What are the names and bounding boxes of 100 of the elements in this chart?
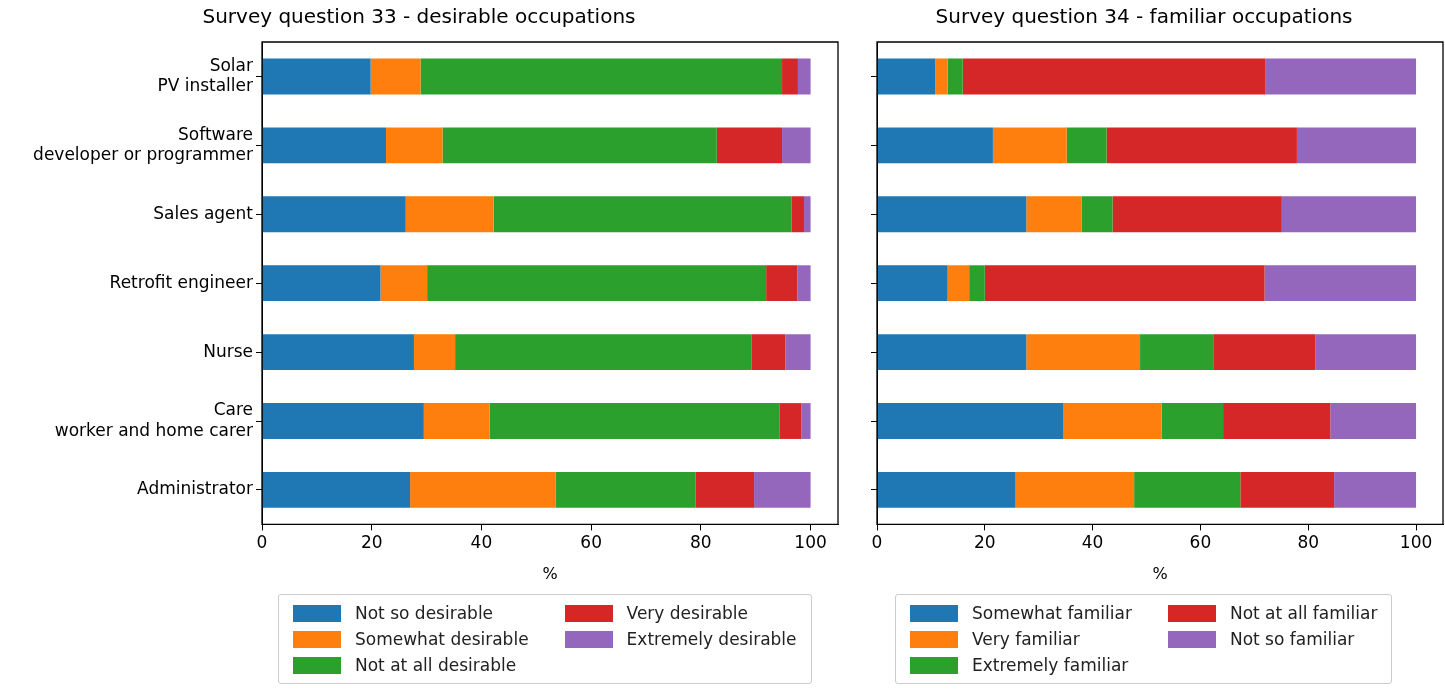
legend-label: Somewhat familiar	[972, 603, 1132, 623]
bar	[405, 196, 494, 233]
legend-label: Somewhat desirable	[355, 629, 529, 649]
bar	[984, 265, 1265, 302]
bar	[427, 265, 767, 302]
bar	[262, 472, 411, 508]
bar	[413, 334, 456, 371]
y-tick-label: Sales agent	[153, 202, 254, 223]
y-tick-label: Software developer or programmer	[33, 123, 254, 164]
bar	[1026, 196, 1082, 233]
y-tick-label: Administrator	[137, 478, 254, 499]
bar	[1265, 58, 1417, 95]
bar	[1240, 472, 1335, 508]
bar	[262, 196, 406, 233]
bar	[1026, 334, 1141, 371]
bar	[423, 403, 490, 439]
bar	[716, 127, 783, 164]
x-tick-label: 20	[973, 532, 996, 553]
bar	[262, 265, 381, 302]
bar	[420, 58, 783, 95]
y-tick-label: Nurse	[203, 340, 253, 361]
x-tick-label: 0	[871, 532, 883, 553]
x-tick-label: 60	[1189, 532, 1212, 553]
x-tick-label: 0	[256, 532, 268, 553]
bar	[262, 403, 424, 439]
bar	[785, 334, 811, 371]
bar	[1330, 403, 1417, 439]
bar	[797, 265, 811, 302]
bar	[877, 472, 1016, 508]
bar	[1106, 127, 1297, 164]
legend-label: Not so familiar	[1229, 629, 1355, 649]
bar	[695, 472, 755, 508]
bar	[1015, 472, 1135, 508]
legend-label: Not so desirable	[355, 603, 494, 623]
bar	[1315, 334, 1417, 371]
bar	[791, 196, 804, 233]
bar	[1081, 196, 1113, 233]
chart-title: Survey question 34 - familiar occupations	[935, 4, 1353, 29]
y-tick-label: Solar PV installer	[157, 54, 253, 96]
bar	[877, 127, 993, 164]
bar	[947, 58, 963, 95]
bar	[1213, 334, 1316, 371]
bar	[489, 403, 780, 439]
legend-label: Not at all familiar	[1229, 603, 1378, 623]
bar	[1161, 403, 1224, 439]
legend-label: Extremely familiar	[972, 655, 1129, 675]
bar	[262, 334, 414, 371]
bar	[262, 127, 386, 164]
legend-label: Extremely desirable	[626, 629, 797, 649]
x-tick-label: 20	[360, 532, 383, 553]
bar	[877, 196, 1027, 233]
bar	[262, 58, 371, 95]
bar	[1296, 127, 1417, 164]
bar	[1281, 196, 1417, 233]
legend-label: Very desirable	[626, 603, 749, 623]
bar	[803, 196, 811, 233]
bar	[1334, 472, 1417, 508]
x-tick-label: 100	[1399, 532, 1433, 553]
legend-label: Not at all desirable	[355, 655, 517, 675]
x-axis-title: %	[542, 563, 558, 583]
bar	[1063, 403, 1162, 439]
bar	[370, 58, 421, 95]
bar	[754, 472, 811, 508]
x-tick-label: 80	[1297, 532, 1320, 553]
chart-title: Survey question 33 - desirable occupations	[202, 4, 636, 29]
bar	[877, 265, 948, 302]
bar	[385, 127, 443, 164]
x-tick-label: 80	[690, 532, 712, 553]
bar	[1112, 196, 1282, 233]
bar	[877, 58, 936, 95]
bar	[935, 58, 948, 95]
bar	[779, 403, 802, 439]
x-axis-title: %	[1152, 563, 1168, 583]
bar	[969, 265, 985, 302]
bar	[877, 403, 1064, 439]
bar	[766, 265, 798, 302]
bar	[801, 403, 811, 439]
bar	[782, 58, 798, 95]
bar	[442, 127, 717, 164]
x-tick-label: 60	[580, 532, 602, 553]
bar	[751, 334, 786, 371]
legend-label: Very familiar	[972, 629, 1080, 649]
bar	[947, 265, 970, 302]
bar	[1066, 127, 1107, 164]
x-tick-label: 40	[470, 532, 493, 553]
bar	[410, 472, 556, 508]
bar	[455, 334, 752, 371]
bar	[782, 127, 811, 164]
bar	[1264, 265, 1417, 302]
bar	[1223, 403, 1331, 439]
y-tick-label: Care worker and home carer	[54, 399, 254, 440]
y-tick-label: Retrofit engineer	[109, 271, 253, 292]
bar	[555, 472, 696, 508]
x-tick-label: 100	[794, 532, 827, 553]
bar	[1134, 472, 1241, 508]
x-tick-label: 40	[1081, 532, 1104, 553]
bar	[877, 334, 1027, 371]
bar	[797, 58, 811, 95]
bar	[962, 58, 1266, 95]
bar	[992, 127, 1067, 164]
